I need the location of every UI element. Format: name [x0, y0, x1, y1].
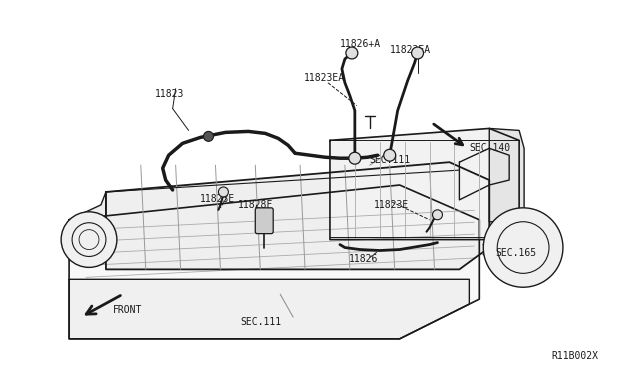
- Text: 11823EA: 11823EA: [390, 45, 431, 55]
- Text: 11823E: 11823E: [374, 200, 409, 210]
- Text: SEC.140: SEC.140: [469, 143, 511, 153]
- Circle shape: [433, 210, 442, 220]
- Text: 11826+A: 11826+A: [340, 39, 381, 49]
- Polygon shape: [460, 148, 509, 200]
- Text: SEC.165: SEC.165: [495, 247, 536, 257]
- Circle shape: [204, 131, 214, 141]
- Circle shape: [349, 152, 361, 164]
- Text: 11823: 11823: [155, 89, 184, 99]
- Text: R11B002X: R11B002X: [551, 351, 598, 361]
- Text: FRONT: FRONT: [113, 305, 142, 315]
- Circle shape: [412, 47, 424, 59]
- Circle shape: [218, 187, 228, 197]
- Circle shape: [61, 212, 117, 267]
- Polygon shape: [69, 279, 469, 339]
- Polygon shape: [330, 128, 519, 240]
- Polygon shape: [489, 128, 524, 222]
- Text: 11823EA: 11823EA: [304, 73, 345, 83]
- Text: 11823E: 11823E: [200, 194, 235, 204]
- Circle shape: [483, 208, 563, 287]
- Polygon shape: [106, 162, 489, 269]
- Text: 11826: 11826: [349, 254, 378, 264]
- Text: SEC.111: SEC.111: [370, 155, 411, 165]
- Polygon shape: [69, 192, 106, 259]
- FancyBboxPatch shape: [255, 208, 273, 234]
- Text: SEC.111: SEC.111: [241, 317, 282, 327]
- Circle shape: [346, 47, 358, 59]
- Polygon shape: [69, 185, 479, 339]
- Text: 11828F: 11828F: [238, 200, 274, 210]
- Circle shape: [384, 149, 396, 161]
